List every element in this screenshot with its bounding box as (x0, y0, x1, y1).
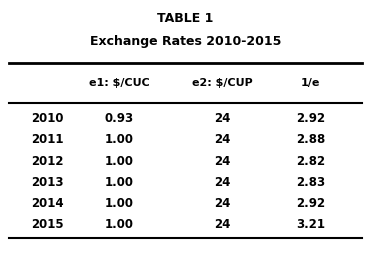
Text: 24: 24 (214, 176, 230, 189)
Text: 2011: 2011 (31, 133, 63, 147)
Text: 24: 24 (214, 218, 230, 231)
Text: 1.00: 1.00 (105, 133, 134, 147)
Text: 1/e: 1/e (301, 78, 321, 88)
Text: 3.21: 3.21 (296, 218, 325, 231)
Text: 1.00: 1.00 (105, 155, 134, 168)
Text: 2.92: 2.92 (296, 112, 325, 125)
Text: 24: 24 (214, 197, 230, 210)
Text: 0.93: 0.93 (105, 112, 134, 125)
Text: 2.83: 2.83 (296, 176, 325, 189)
Text: 2.88: 2.88 (296, 133, 325, 147)
Text: 1.00: 1.00 (105, 197, 134, 210)
Text: e2: $/CUP: e2: $/CUP (192, 78, 253, 88)
Text: 1.00: 1.00 (105, 218, 134, 231)
Text: 2.82: 2.82 (296, 155, 325, 168)
Text: 1.00: 1.00 (105, 176, 134, 189)
Text: Exchange Rates 2010-2015: Exchange Rates 2010-2015 (90, 35, 281, 47)
Text: 2.92: 2.92 (296, 197, 325, 210)
Text: e1: $/CUC: e1: $/CUC (89, 78, 150, 88)
Text: 24: 24 (214, 155, 230, 168)
Text: 24: 24 (214, 112, 230, 125)
Text: 2013: 2013 (31, 176, 63, 189)
Text: 2012: 2012 (31, 155, 63, 168)
Text: TABLE 1: TABLE 1 (157, 12, 214, 25)
Text: 2010: 2010 (31, 112, 63, 125)
Text: 24: 24 (214, 133, 230, 147)
Text: 2015: 2015 (31, 218, 63, 231)
Text: 2014: 2014 (31, 197, 63, 210)
